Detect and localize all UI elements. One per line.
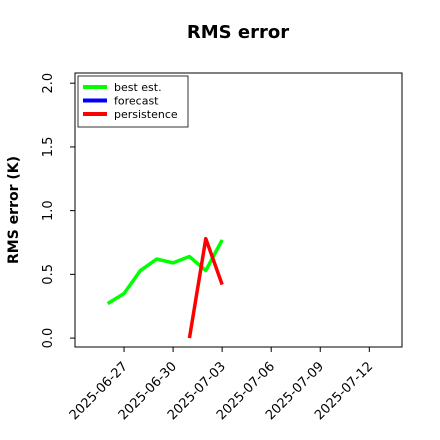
y-tick-label: 0.0	[41, 328, 56, 349]
legend-label: forecast	[114, 95, 159, 108]
legend-label: best est.	[114, 81, 162, 94]
y-tick-label: 0.5	[41, 264, 56, 285]
chart-title: RMS error	[187, 22, 289, 43]
y-tick-label: 1.0	[41, 200, 56, 221]
series-line	[106, 239, 224, 306]
y-tick-label: 2.0	[41, 73, 56, 94]
legend-label: persistence	[114, 108, 178, 121]
y-tick-label: 1.5	[41, 137, 56, 158]
plot-frame	[74, 72, 403, 348]
series-line	[187, 236, 224, 339]
y-axis-label: RMS error (K)	[6, 156, 22, 264]
